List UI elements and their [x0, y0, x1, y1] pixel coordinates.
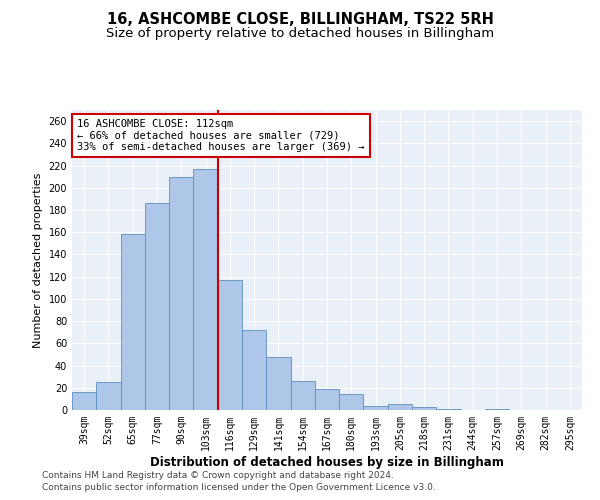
Y-axis label: Number of detached properties: Number of detached properties [33, 172, 43, 348]
Bar [242, 330, 266, 410]
Bar [485, 409, 509, 410]
Bar [218, 280, 242, 410]
Bar [315, 389, 339, 410]
Bar [388, 404, 412, 410]
Text: 16, ASHCOMBE CLOSE, BILLINGHAM, TS22 5RH: 16, ASHCOMBE CLOSE, BILLINGHAM, TS22 5RH [107, 12, 493, 28]
Bar [412, 406, 436, 410]
Bar [96, 382, 121, 410]
Bar [72, 392, 96, 410]
X-axis label: Distribution of detached houses by size in Billingham: Distribution of detached houses by size … [150, 456, 504, 468]
Bar [121, 234, 145, 410]
Bar [193, 169, 218, 410]
Text: Contains public sector information licensed under the Open Government Licence v3: Contains public sector information licen… [42, 484, 436, 492]
Text: Contains HM Land Registry data © Crown copyright and database right 2024.: Contains HM Land Registry data © Crown c… [42, 471, 394, 480]
Text: Size of property relative to detached houses in Billingham: Size of property relative to detached ho… [106, 28, 494, 40]
Bar [266, 356, 290, 410]
Bar [364, 406, 388, 410]
Bar [145, 204, 169, 410]
Bar [436, 409, 461, 410]
Bar [339, 394, 364, 410]
Text: 16 ASHCOMBE CLOSE: 112sqm
← 66% of detached houses are smaller (729)
33% of semi: 16 ASHCOMBE CLOSE: 112sqm ← 66% of detac… [77, 119, 365, 152]
Bar [290, 381, 315, 410]
Bar [169, 176, 193, 410]
